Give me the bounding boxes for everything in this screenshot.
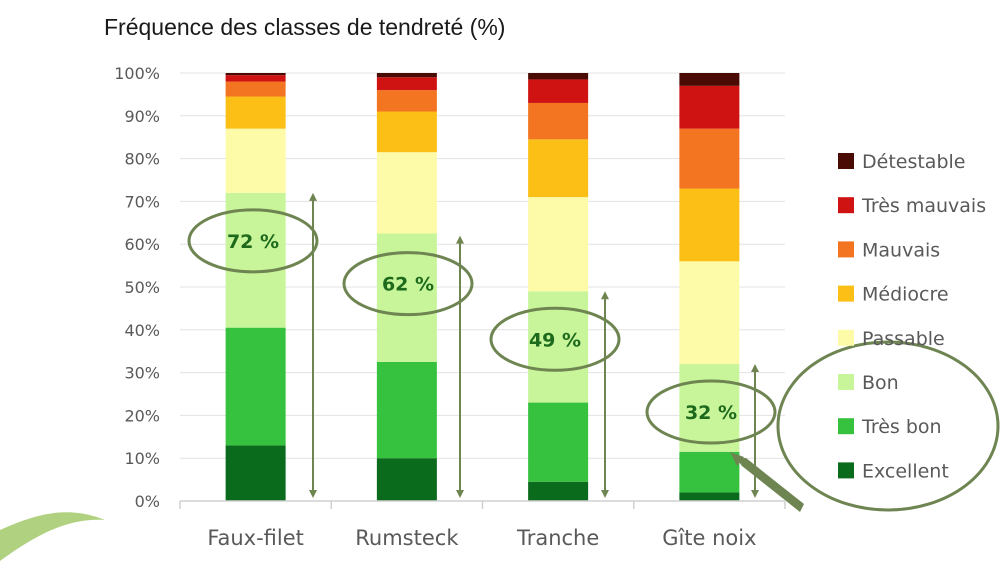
percentage-label: 32 % [685,402,737,424]
arrowhead-up [309,192,317,201]
bar-segment [376,152,437,234]
legend-swatch [838,285,854,302]
x-tick-label: Rumsteck [355,526,459,550]
arrowhead-up [751,364,759,373]
chart-title: Fréquence des classes de tendreté (%) [104,14,506,40]
y-tick-label: 100% [114,64,160,83]
bar-segment [225,128,286,193]
bar-segment [679,261,740,365]
arrowhead-down [601,490,609,498]
y-tick-label: 50% [124,278,160,297]
legend-swatch [838,374,854,390]
bar-segment [376,73,437,78]
bar-segment [528,73,589,80]
bar-segment [376,77,437,91]
arrowhead-down [456,490,464,498]
x-tick-label: Faux-filet [207,526,304,550]
bar-segment [679,451,740,493]
bar-segment [225,73,286,76]
annotation-ellipse [342,251,474,317]
legend-label: Excellent [862,460,949,482]
y-tick-label: 80% [124,150,160,169]
bar-segment [225,75,286,82]
x-tick-label: Tranche [516,526,599,550]
legend-label: Médiocre [862,284,949,306]
legend-swatch [838,462,854,479]
legend-swatch [838,241,854,258]
bar-segment [679,85,740,129]
y-tick-label: 70% [124,192,160,211]
bar-segment [679,128,740,189]
legend-label: Passable [862,328,945,350]
bar-segment [376,111,437,153]
legend-swatch [838,329,854,346]
bar-segment [679,188,740,262]
decorative-swoosh [0,512,105,561]
bar-segment [225,445,286,501]
legend-swatch [838,197,854,214]
bar-segment [376,90,437,112]
legend-swatch [838,153,854,169]
arrowhead-down [309,490,317,498]
percentage-label: 72 % [227,231,279,253]
bar-segment [679,492,740,501]
legend-swatch [838,418,854,435]
bar-segment [225,192,286,328]
annotations: 72 % 62 % 49 % 32 % [0,192,1000,561]
percentage-label: 49 % [529,329,581,351]
bar-segment [528,102,589,140]
bar-segment [528,79,589,103]
annotation-ellipse [187,208,319,274]
legend-highlight-ellipse [776,340,1000,512]
bar-segment [225,81,286,97]
bar-segment [528,139,589,198]
bar-segment [376,458,437,501]
bar-segment [679,73,740,86]
legend-label: Très bon [861,416,942,438]
y-tick-label: 10% [124,449,160,468]
annotation-ellipse [489,306,621,372]
bar-segment [225,96,286,129]
arrowhead-down [751,490,759,498]
bars [225,73,740,501]
bar-segment [376,361,437,459]
legend-label: Mauvais [862,239,940,261]
annotation-ellipse [645,379,777,445]
highlight-pointer-tip [730,452,744,466]
arrowhead-up [601,291,609,300]
bar-segment [679,364,740,452]
x-tick-label: Gîte noix [662,526,756,550]
bar-segment [528,481,589,501]
y-tick-label: 30% [124,364,160,383]
bar-segment [225,327,286,446]
highlight-pointer [736,458,804,512]
y-tick-label: 90% [124,107,160,126]
percentage-label: 62 % [382,274,434,296]
legend-label: Bon [862,372,899,394]
y-tick-label: 60% [124,235,160,254]
bar-segment [528,197,589,292]
legend-label: Détestable [862,151,965,173]
legend-label: Très mauvais [861,195,986,217]
legend: Détestable Très mauvais Mauvais Médiocre Pas… [838,151,986,482]
y-tick-label: 0% [135,492,160,511]
y-tick-label: 20% [124,406,160,425]
axes: 0% 10% 20% 30% 40% 50% 60% 70% 80% 90% 100% Faux-fi… [114,64,786,550]
bar-segment [528,402,589,482]
y-tick-label: 40% [124,321,160,340]
arrowhead-up [456,235,464,244]
